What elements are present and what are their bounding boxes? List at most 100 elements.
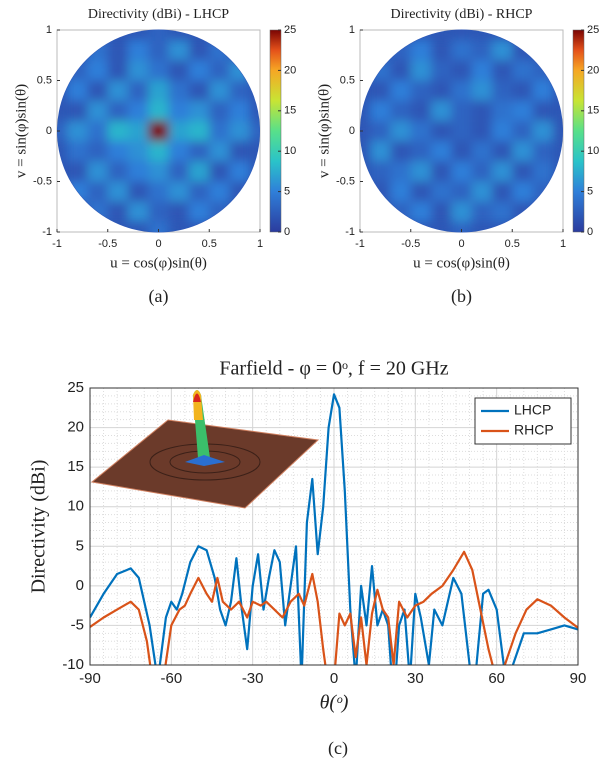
heatmap-cell [128, 120, 149, 142]
heatmap-cell [431, 100, 452, 121]
y-tick-label: 15 [67, 458, 84, 475]
heatmap-cell [188, 141, 210, 162]
chart-title: Directivity (dBi) - RHCP [391, 7, 533, 22]
heatmap-cell [168, 161, 189, 182]
heatmap-cell [451, 80, 472, 101]
heatmap-cell [168, 120, 189, 142]
heatmap-cell [491, 80, 513, 101]
heatmap-cell [431, 40, 452, 61]
heatmap-cell [209, 80, 230, 101]
heatmap-cell [370, 161, 391, 182]
heatmap-cell [512, 181, 533, 202]
heatmap-cell [532, 80, 553, 101]
heatmap-cell [128, 161, 149, 182]
heatmap-cell [431, 80, 452, 101]
heatmap-cell [410, 141, 432, 162]
heatmap-cell [532, 100, 553, 121]
heatmap-cell [471, 161, 492, 182]
legend-label: LHCP [514, 402, 551, 418]
heatmap-cell [128, 40, 149, 61]
heatmap-cell [471, 120, 492, 142]
heatmap-cell [67, 80, 88, 101]
series-line [90, 550, 578, 665]
heatmap-cell [390, 100, 411, 121]
x-tick-label: 1 [257, 238, 263, 250]
heatmap-cell [390, 60, 411, 81]
y-tick-label: -10 [62, 656, 84, 673]
heatmap-cell [410, 80, 432, 101]
x-tick-label: 0.5 [202, 238, 217, 250]
colorbar-tick-label: 10 [587, 145, 599, 157]
heatmap-cell [128, 100, 149, 121]
heatmap-cell [491, 181, 513, 202]
heatmap-cell [229, 161, 250, 182]
x-tick-label: 90 [570, 670, 587, 687]
heatmap-cell [512, 60, 533, 81]
y-tick-label: 1 [46, 24, 52, 36]
colorbar-tick-label: 25 [284, 24, 296, 36]
heatmap-cell [451, 181, 472, 202]
x-tick-label: -60 [160, 670, 182, 687]
y-tick-label: 0.5 [340, 74, 355, 86]
heatmap-cell [410, 181, 432, 202]
chart-title: Directivity (dBi) - LHCP [88, 7, 229, 22]
y-axis-label: v = sin(φ)sin(θ) [316, 84, 332, 178]
heatmap-cell [107, 40, 129, 61]
heatmap-cell [410, 40, 432, 61]
x-tick-label: 0 [330, 670, 338, 687]
heatmap-cell [390, 141, 411, 162]
heatmap-cell [229, 120, 250, 142]
heatmap-cell [370, 80, 391, 101]
heatmap-cell [148, 120, 169, 142]
heatmap-cell [87, 80, 108, 101]
heatmap-cell [107, 201, 129, 222]
heatmap-cell [148, 201, 169, 222]
y-tick-label: -5 [71, 616, 84, 633]
heatmap-cell [390, 120, 411, 142]
x-tick-label: 0 [458, 238, 464, 250]
heatmap-cell [87, 181, 108, 202]
heatmap-cell [67, 161, 88, 182]
panel-caption: (a) [149, 286, 169, 307]
x-tick-label: -90 [79, 670, 101, 687]
heatmap-cell [491, 100, 513, 121]
y-tick-label: -0.5 [336, 175, 355, 187]
heatmap-cell [370, 141, 391, 162]
heatmap-cell [390, 161, 411, 182]
colorbar-tick-label: 0 [284, 226, 290, 238]
heatmap-cell [491, 60, 513, 81]
heatmap-cell [552, 120, 563, 142]
heatmap-cell [249, 120, 260, 142]
heatmap-cells [57, 30, 260, 232]
heatmap-cell [431, 141, 452, 162]
heatmap-cell [451, 201, 472, 222]
heatmap-cell [148, 161, 169, 182]
x-tick-label: -1 [52, 238, 62, 250]
colorbar-tick-label: 0 [587, 226, 593, 238]
chart-title: Farfield - φ = 0ᵒ, f = 20 GHz [219, 358, 448, 380]
heatmap-cells [360, 30, 563, 232]
heatmap-cell [512, 161, 533, 182]
heatmap-blur [360, 30, 563, 232]
heatmap-cell [451, 161, 472, 182]
heatmap-cell [532, 141, 553, 162]
heatmap-cell [512, 141, 533, 162]
y-axis-label: v = sin(φ)sin(θ) [13, 84, 29, 178]
legend-label: RHCP [514, 422, 554, 438]
colorbar [572, 29, 585, 233]
x-tick-label: -0.5 [401, 238, 420, 250]
heatmap-cell [370, 100, 391, 121]
inset-3d-pattern [90, 390, 320, 509]
heatmap-cell [148, 30, 169, 41]
heatmap-cell [431, 120, 452, 142]
heatmap-cell [410, 60, 432, 81]
heatmap-cell [431, 60, 452, 81]
heatmap-cell [209, 141, 230, 162]
heatmap-cell [148, 40, 169, 61]
heatmap-cell [229, 141, 250, 162]
heatmap-cell [471, 181, 492, 202]
heatmap-cell [209, 60, 230, 81]
heatmap-cell [87, 60, 108, 81]
y-tick-label: 10 [67, 498, 84, 515]
heatmap-cell [168, 141, 189, 162]
